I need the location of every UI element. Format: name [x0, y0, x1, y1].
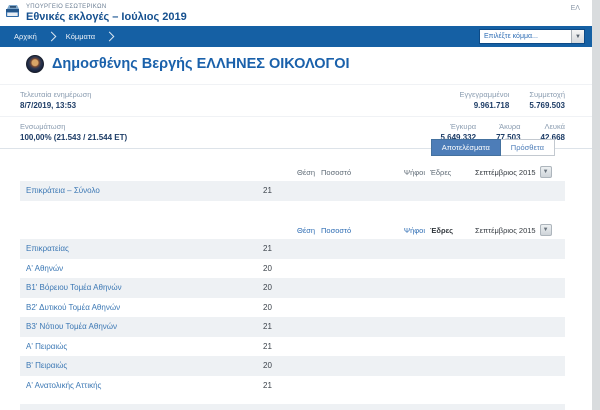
- row-position: 21: [263, 322, 272, 331]
- row-position: 21: [263, 244, 272, 253]
- ministry-name: ΥΠΟΥΡΓΕΙΟ ΕΣΩΤΕΡΙΚΩΝ: [26, 4, 107, 10]
- title-row: Δημοσθένης Βεργής ΕΛΛΗΝΕΣ ΟΙΚΟΛΟΓΟΙ: [26, 55, 350, 73]
- row-name-link[interactable]: Επικράτεια – Σύνολο: [26, 186, 100, 195]
- chevron-down-icon[interactable]: ▼: [539, 224, 552, 236]
- period-select-value: Σεπτέμβριος 2015: [475, 167, 536, 177]
- valid-stat: Έγκυρα 5.649.332: [440, 121, 476, 143]
- turnout-label: Συμμετοχή: [529, 90, 565, 99]
- period-select[interactable]: Σεπτέμβριος 2015 ▼: [475, 166, 565, 178]
- last-update: Τελευταία ενημέρωση 8/7/2019, 13:53: [20, 89, 91, 111]
- period-select-value: Σεπτέμβριος 2015: [475, 225, 536, 235]
- summary-table-header: Θέση Ποσοστό Ψήφοι Έδρες Σεπτέμβριος 201…: [20, 163, 565, 181]
- row-name-link[interactable]: Β2' Δυτικού Τομέα Αθηνών: [26, 302, 121, 312]
- col-position: Θέση: [297, 167, 315, 177]
- table-row[interactable]: Επικράτεια – Σύνολο 21: [20, 181, 565, 201]
- brand-text: ΥΠΟΥΡΓΕΙΟ ΕΣΩΤΕΡΙΚΩΝ Εθνικές εκλογές – Ι…: [26, 2, 187, 23]
- col-percent: Ποσοστό: [321, 167, 352, 177]
- row-position: 21: [263, 186, 272, 195]
- blank-value: 42.668: [540, 133, 565, 142]
- row-position: 20: [263, 302, 272, 312]
- blank-label: Λευκά: [544, 122, 565, 131]
- party-select[interactable]: Επιλέξτε κόμμα... ▼: [479, 29, 585, 44]
- sort-votes[interactable]: Ψήφοι: [403, 225, 425, 235]
- table-row[interactable]: Α' Ανατολικής Αττικής 21: [20, 375, 565, 395]
- row-position: 21: [263, 341, 272, 351]
- row-name-link[interactable]: Α' Ανατολικής Αττικής: [26, 380, 102, 390]
- results-tabs: Αποτελέσματα Πρόσθετα: [430, 139, 555, 156]
- districts-table-header: Θέση Ποσοστό Ψήφοι Έδρες Σεπτέμβριος 201…: [20, 221, 565, 239]
- registered-stat: Εγγεγραμμένοι 9.961.718: [460, 89, 510, 111]
- table-row[interactable]: Επικρατείας 21: [20, 239, 565, 259]
- row-position: 20: [263, 361, 272, 370]
- integration-label: Ενσωμάτωση: [20, 122, 66, 131]
- integration: Ενσωμάτωση 100,00% (21.543 / 21.544 ΕΤ): [20, 121, 127, 143]
- tab-results[interactable]: Αποτελέσματα: [430, 139, 501, 156]
- navbar: Αρχική Κόμματα Επιλέξτε κόμμα... ▼: [0, 26, 592, 47]
- registered-value: 9.961.718: [473, 101, 510, 110]
- breadcrumb-parties[interactable]: Κόμματα: [65, 32, 96, 41]
- table-row[interactable]: Β' Πειραιώς 20: [20, 356, 565, 376]
- party-select-placeholder: Επιλέξτε κόμμα...: [484, 33, 538, 40]
- table-row-partial[interactable]: [20, 404, 565, 410]
- table-row[interactable]: Β3' Νότιου Τομέα Αθηνών 21: [20, 317, 565, 337]
- blank-stat: Λευκά 42.668: [541, 121, 565, 143]
- registered-label: Εγγεγραμμένοι: [459, 90, 510, 99]
- tab-additional[interactable]: Πρόσθετα: [500, 139, 555, 156]
- turnout-value: 5.769.503: [529, 101, 565, 110]
- row-name-link[interactable]: Επικρατείας: [26, 244, 69, 253]
- last-update-value: 8/7/2019, 13:53: [20, 101, 77, 110]
- chevron-right-icon: [104, 31, 115, 42]
- site-header: ΥΠΟΥΡΓΕΙΟ ΕΣΩΤΕΡΙΚΩΝ Εθνικές εκλογές – Ι…: [0, 0, 592, 26]
- invalid-stat: Άκυρα 77.503: [496, 121, 520, 143]
- invalid-value: 77.503: [496, 133, 521, 142]
- site-brand[interactable]: ΥΠΟΥΡΓΕΙΟ ΕΣΩΤΕΡΙΚΩΝ Εθνικές εκλογές – Ι…: [5, 2, 187, 24]
- period-select[interactable]: Σεπτέμβριος 2015 ▼: [475, 224, 565, 236]
- sort-position[interactable]: Θέση: [297, 225, 315, 235]
- breadcrumb-home[interactable]: Αρχική: [14, 32, 37, 41]
- valid-value: 5.649.332: [440, 133, 477, 142]
- sort-seats[interactable]: Έδρες: [430, 225, 454, 235]
- table-row[interactable]: Α' Αθηνών 20: [20, 258, 565, 278]
- row-position: 20: [263, 283, 272, 292]
- stats-row-1: Τελευταία ενημέρωση 8/7/2019, 13:53 Εγγε…: [0, 84, 592, 116]
- integration-value: 100,00% (21.543 / 21.544 ΕΤ): [20, 133, 128, 142]
- language-switcher[interactable]: ΕΛ: [570, 5, 580, 12]
- invalid-label: Άκυρα: [499, 122, 521, 131]
- stats-row-2: Ενσωμάτωση 100,00% (21.543 / 21.544 ΕΤ) …: [0, 116, 592, 149]
- row-name-link[interactable]: Α' Πειραιώς: [26, 341, 68, 351]
- chevron-right-icon: [46, 31, 57, 42]
- ballot-box-icon: [5, 2, 21, 24]
- col-votes: Ψήφοι: [403, 167, 425, 177]
- col-seats: Έδρες: [430, 167, 452, 177]
- table-row[interactable]: Α' Πειραιώς 21: [20, 336, 565, 356]
- valid-label: Έγκυρα: [449, 122, 477, 131]
- table-row[interactable]: Β1' Βόρειου Τομέα Αθηνών 20: [20, 278, 565, 298]
- summary-table: Θέση Ποσοστό Ψήφοι Έδρες Σεπτέμβριος 201…: [20, 163, 565, 201]
- page-title: Δημοσθένης Βεργής ΕΛΛΗΝΕΣ ΟΙΚΟΛΟΓΟΙ: [52, 56, 350, 72]
- chevron-down-icon[interactable]: ▼: [539, 166, 552, 178]
- row-name-link[interactable]: Β1' Βόρειου Τομέα Αθηνών: [26, 283, 122, 292]
- turnout-stat: Συμμετοχή 5.769.503: [529, 89, 565, 111]
- row-position: 20: [263, 263, 272, 273]
- row-name-link[interactable]: Α' Αθηνών: [26, 263, 64, 273]
- stats-section: Τελευταία ενημέρωση 8/7/2019, 13:53 Εγγε…: [0, 84, 592, 149]
- table-row[interactable]: Β2' Δυτικού Τομέα Αθηνών 20: [20, 297, 565, 317]
- party-logo: [26, 55, 44, 73]
- districts-table: Θέση Ποσοστό Ψήφοι Έδρες Σεπτέμβριος 201…: [20, 221, 565, 395]
- chevron-down-icon[interactable]: ▼: [571, 30, 584, 43]
- row-name-link[interactable]: Β' Πειραιώς: [26, 361, 68, 370]
- row-position: 21: [263, 380, 272, 390]
- sort-percent[interactable]: Ποσοστό: [321, 225, 352, 235]
- site-title: Εθνικές εκλογές – Ιούλιος 2019: [26, 11, 187, 23]
- last-update-label: Τελευταία ενημέρωση: [20, 90, 92, 99]
- row-name-link[interactable]: Β3' Νότιου Τομέα Αθηνών: [26, 322, 118, 331]
